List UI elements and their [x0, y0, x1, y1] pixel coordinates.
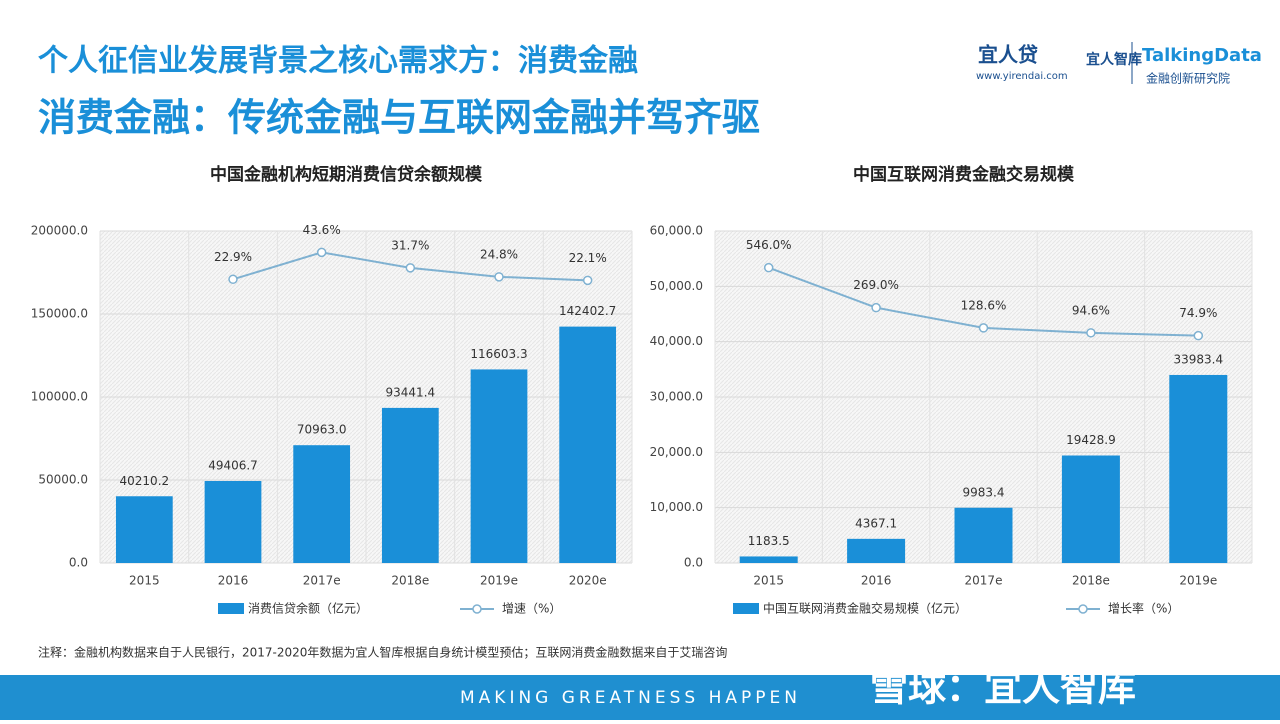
- legend-swatch: [472, 604, 482, 614]
- legend-label: 增长率（%）: [1108, 601, 1179, 616]
- data-label: 116603.3: [470, 347, 527, 361]
- y-tick-label: 50,000.0: [650, 279, 703, 293]
- footer-band: [0, 675, 1280, 720]
- logo-text: 宜人智库: [1086, 51, 1142, 68]
- x-tick-label: 2019e: [480, 574, 518, 588]
- y-tick-label: 200000.0: [31, 224, 88, 238]
- x-tick-label: 2016: [861, 574, 892, 588]
- data-label: 70963.0: [297, 423, 347, 437]
- data-label: 4367.1: [855, 516, 897, 530]
- x-tick-label: 2019e: [1179, 574, 1217, 588]
- line-point: [316, 247, 327, 258]
- chart-title: 中国互联网消费金融交易规模: [853, 164, 1075, 185]
- line-point: [763, 262, 774, 273]
- line-point: [978, 323, 989, 333]
- logo-url: www.yirendai.com: [976, 71, 1068, 82]
- bar: [1061, 455, 1120, 563]
- data-label: 33983.4: [1173, 352, 1223, 366]
- bar: [739, 556, 798, 563]
- x-tick-label: 2018e: [391, 574, 429, 588]
- data-label: 49406.7: [208, 458, 258, 472]
- data-label: 22.9%: [214, 250, 252, 264]
- data-label: 93441.4: [386, 385, 436, 399]
- line-point: [1193, 330, 1204, 341]
- footnote: 注释：金融机构数据来自于人民银行，2017-2020年数据为宜人智库根据自身统计…: [38, 645, 727, 660]
- legend-swatch: [733, 603, 759, 614]
- data-label: 19428.9: [1066, 433, 1116, 447]
- x-tick-label: 2015: [753, 574, 784, 588]
- data-label: 128.6%: [961, 298, 1007, 312]
- data-label: 43.6%: [303, 223, 341, 237]
- data-label: 74.9%: [1179, 306, 1217, 320]
- line-point: [494, 272, 504, 282]
- bar: [559, 326, 617, 563]
- slide-subtitle: 消费金融：传统金融与互联网金融并驾齐驱: [38, 96, 760, 140]
- data-label: 9983.4: [963, 485, 1005, 499]
- y-tick-label: 100000.0: [31, 390, 88, 404]
- bar: [470, 369, 528, 563]
- data-label: 94.6%: [1072, 303, 1110, 317]
- logo-text: TalkingData: [1142, 45, 1262, 66]
- logo-sub: 金融创新研究院: [1146, 71, 1230, 86]
- line-point: [228, 274, 238, 285]
- y-tick-label: 20,000.0: [650, 445, 703, 459]
- data-label: 24.8%: [480, 247, 518, 261]
- y-tick-label: 10,000.0: [650, 500, 703, 514]
- watermark: 雪球：宜人智库: [870, 666, 1136, 710]
- legend-label: 增速（%）: [502, 602, 561, 616]
- chart-title: 中国金融机构短期消费信贷余额规模: [210, 164, 483, 185]
- bar: [954, 507, 1013, 563]
- y-tick-label: 40,000.0: [650, 334, 703, 348]
- data-label: 31.7%: [391, 238, 429, 252]
- y-tick-label: 30,000.0: [650, 390, 703, 404]
- x-tick-label: 2018e: [1072, 574, 1110, 588]
- line-point: [405, 263, 416, 273]
- bar: [1169, 374, 1228, 563]
- bar: [847, 538, 906, 563]
- line-point: [1086, 328, 1096, 338]
- line-point: [582, 275, 593, 286]
- x-tick-label: 2015: [129, 574, 160, 588]
- legend-label: 消费信贷余额（亿元）: [248, 601, 368, 616]
- y-tick-label: 50000.0: [38, 473, 88, 487]
- data-label: 1183.5: [748, 534, 790, 548]
- bar: [115, 496, 173, 563]
- line-point: [871, 302, 881, 313]
- data-label: 22.1%: [569, 251, 607, 265]
- legend-label: 中国互联网消费金融交易规模（亿元）: [763, 601, 967, 616]
- y-tick-label: 0.0: [684, 556, 703, 570]
- y-tick-label: 60,000.0: [650, 224, 703, 238]
- y-tick-label: 0.0: [69, 556, 88, 570]
- bar: [293, 445, 351, 563]
- data-label: 269.0%: [853, 278, 899, 292]
- x-tick-label: 2016: [218, 574, 249, 588]
- x-tick-label: 2017e: [965, 574, 1003, 588]
- slogan: MAKING GREATNESS HAPPEN: [460, 688, 801, 708]
- logo-text: 宜人贷: [978, 43, 1038, 67]
- bar: [204, 480, 262, 563]
- x-tick-label: 2020e: [569, 574, 607, 588]
- bar: [381, 407, 439, 563]
- data-label: 546.0%: [746, 238, 792, 252]
- x-tick-label: 2017e: [303, 574, 341, 588]
- data-label: 142402.7: [559, 304, 616, 318]
- data-label: 40210.2: [120, 474, 170, 488]
- y-tick-label: 150000.0: [31, 307, 88, 321]
- slide-title: 个人征信业发展背景之核心需求方：消费金融: [38, 44, 638, 79]
- legend-swatch: [1078, 604, 1088, 614]
- legend-swatch: [218, 603, 244, 614]
